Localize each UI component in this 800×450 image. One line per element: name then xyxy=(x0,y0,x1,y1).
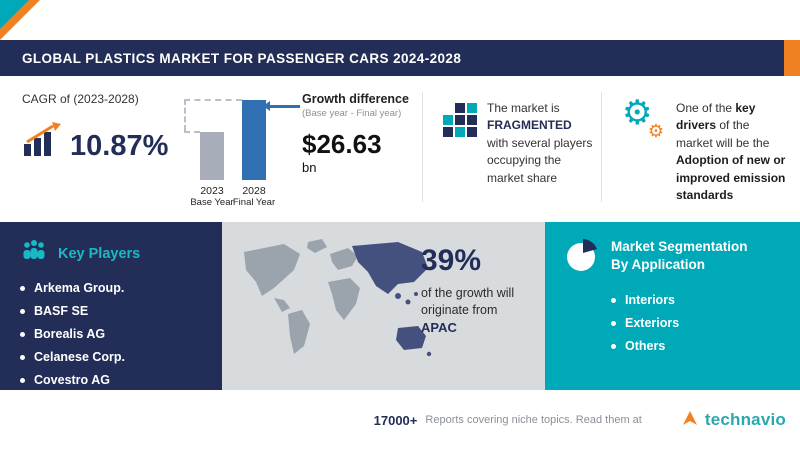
key-players-title: Key Players xyxy=(58,245,141,262)
footer: 17000+ Reports covering niche topics. Re… xyxy=(0,390,800,450)
bar-year-base: 2023 xyxy=(200,185,224,197)
key-player-item: Arkema Group. xyxy=(20,281,210,295)
growth-difference-block: Growth difference (Base year - Final yea… xyxy=(302,76,422,222)
bar-label-final: Final Year xyxy=(232,197,276,208)
header-accent-bar xyxy=(784,40,800,76)
growth-unit: bn xyxy=(302,160,317,175)
page-title: GLOBAL PLASTICS MARKET FOR PASSENGER CAR… xyxy=(22,50,462,66)
key-players-icon xyxy=(20,238,48,269)
key-player-item: Covestro AG xyxy=(20,373,210,387)
region-text-line1: of the growth will xyxy=(421,286,515,300)
fragmented-highlight: FRAGMENTED xyxy=(487,118,572,133)
header: GLOBAL PLASTICS MARKET FOR PASSENGER CAR… xyxy=(0,40,800,76)
cagr-label: CAGR of (2023-2028) xyxy=(22,92,139,106)
segmentation-item: Exteriors xyxy=(611,316,788,330)
key-player-item: Celanese Corp. xyxy=(20,350,210,364)
gear-icon: ⚙ ⚙ xyxy=(622,94,664,141)
fragmented-squares-icon xyxy=(443,103,477,222)
key-driver-text: One of the key drivers of the market wil… xyxy=(676,101,786,202)
segmentation-panel: Market Segmentation By Application Inter… xyxy=(545,222,800,390)
segmentation-title: Market Segmentation By Application xyxy=(611,239,748,273)
cagr-value: 10.87% xyxy=(70,130,169,162)
growth-title: Growth difference xyxy=(302,92,409,106)
dashed-line-base xyxy=(184,131,200,133)
growth-chart-icon xyxy=(22,122,62,161)
bar-chart: 2023 Base Year 2028 Final Year xyxy=(172,76,302,222)
divider xyxy=(601,92,602,202)
fragmented-text: The market is FRAGMENTED with several pl… xyxy=(487,101,593,185)
pie-chart-icon xyxy=(563,238,599,279)
region-name: APAC xyxy=(421,320,457,335)
reports-count: 17000+ xyxy=(373,412,418,428)
dashed-line-vertical xyxy=(184,99,186,131)
key-players-panel: Key Players Arkema Group. BASF SE Boreal… xyxy=(0,222,222,390)
technavio-logo-mark-icon xyxy=(680,408,700,433)
world-map xyxy=(244,239,432,357)
cagr-block: CAGR of (2023-2028) 10.87% xyxy=(0,76,172,222)
growth-value: $26.63 xyxy=(302,129,382,159)
segmentation-item: Interiors xyxy=(611,293,788,307)
region-growth-value: 39% xyxy=(421,244,482,277)
growth-arrow xyxy=(263,101,300,111)
corner-decoration xyxy=(0,0,58,58)
fragmented-block: The market is FRAGMENTED with several pl… xyxy=(431,76,601,222)
key-player-item: BASF SE xyxy=(20,304,210,318)
region-panel: 39% of the growth will originate from AP… xyxy=(222,222,545,390)
growth-subtitle: (Base year - Final year) xyxy=(302,108,402,119)
region-text-line2: originate from xyxy=(421,303,498,317)
technavio-logo[interactable]: technavio xyxy=(680,408,786,433)
key-driver-block: ⚙ ⚙ One of the key drivers of the market… xyxy=(610,76,800,222)
divider xyxy=(422,92,423,202)
footer-text: Reports covering niche topics. Read them… xyxy=(425,414,642,426)
bar-year-final: 2028 xyxy=(242,185,266,197)
stats-strip: CAGR of (2023-2028) 10.87% xyxy=(0,76,800,222)
segmentation-item: Others xyxy=(611,339,788,353)
technavio-wordmark: technavio xyxy=(704,410,786,429)
key-player-item: Borealis AG xyxy=(20,327,210,341)
bottom-band: Key Players Arkema Group. BASF SE Boreal… xyxy=(0,222,800,390)
bar-2023 xyxy=(200,132,224,180)
bar-2028 xyxy=(242,100,266,180)
region-stat-block: 39% of the growth will originate from AP… xyxy=(421,244,529,336)
bar-label-base: Base Year xyxy=(190,197,234,208)
dashed-line-final xyxy=(184,99,242,101)
